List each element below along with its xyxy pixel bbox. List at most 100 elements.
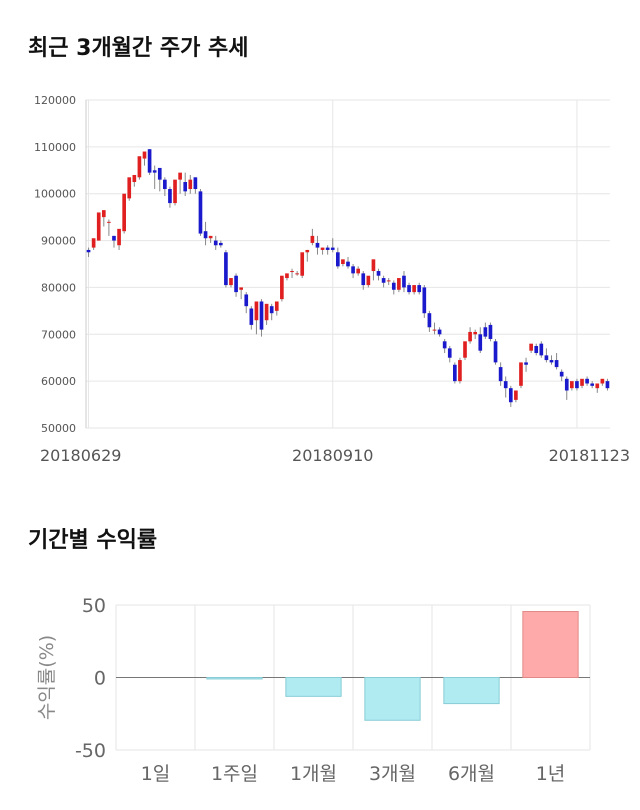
y-tick-label: 100000 — [34, 188, 76, 201]
candle-up — [341, 259, 345, 264]
x-tick-label: 1년 — [536, 763, 566, 785]
candle-up — [366, 275, 371, 286]
candle-down — [249, 308, 254, 325]
candle-down — [539, 343, 544, 356]
x-tick-label: 6개월 — [448, 763, 495, 785]
candle-down — [183, 182, 188, 192]
return-bar — [285, 677, 342, 697]
candle-down — [203, 231, 208, 239]
y-tick-label: 120000 — [34, 94, 76, 107]
candle-up — [432, 329, 437, 331]
candle-up — [132, 174, 137, 182]
candle-down — [402, 275, 406, 288]
candle-down — [437, 329, 442, 335]
candle-up — [356, 268, 361, 274]
y-tick-label: 50 — [82, 595, 106, 617]
candle-up — [295, 273, 299, 275]
candle-up — [600, 378, 605, 384]
candle-down — [544, 355, 549, 361]
candle-down — [503, 381, 508, 389]
candle-down — [585, 378, 589, 384]
candle-up — [300, 252, 305, 276]
candle-up — [107, 221, 111, 223]
candle-down — [213, 240, 218, 246]
candle-up — [142, 151, 147, 159]
candle-down — [147, 149, 152, 173]
candle-up — [310, 235, 315, 243]
candle-down — [590, 383, 595, 386]
candle-down — [427, 313, 432, 328]
candle-down — [86, 249, 91, 253]
candle-down — [346, 261, 350, 267]
candle-up — [254, 301, 259, 321]
candle-up — [290, 271, 294, 273]
x-tick-label: 20180910 — [292, 446, 373, 465]
candle-up — [127, 177, 132, 199]
candle-down — [524, 362, 528, 365]
candle-up — [463, 341, 467, 358]
candle-up — [137, 156, 142, 178]
candle-up — [473, 331, 478, 335]
candle-up — [274, 301, 279, 311]
y-tick-label: 70000 — [41, 328, 76, 341]
candle-up — [320, 247, 325, 250]
y-tick-label: -50 — [75, 740, 106, 762]
return-bar — [206, 677, 263, 680]
return-bar — [443, 677, 500, 705]
return-bar-chart: 50 0 -50 수익률(%) 1일 1주일 1개월 3개월 6개월 1년 — [36, 595, 591, 785]
candle-down — [483, 327, 488, 337]
candle-down — [244, 294, 249, 307]
candle-down — [534, 346, 539, 354]
candle-down — [152, 170, 157, 173]
candle-down — [442, 341, 447, 349]
x-tick-label: 1일 — [141, 763, 171, 785]
candle-down — [315, 242, 320, 248]
candlestick-chart: 120000 110000 100000 90000 80000 70000 60000 50… — [34, 94, 630, 465]
candle-up — [96, 212, 101, 241]
x-tick-label: 20180629 — [40, 446, 121, 465]
y-tick-label: 80000 — [41, 281, 76, 294]
candle-down — [351, 266, 355, 274]
candle-down — [234, 275, 238, 293]
candle-up — [188, 179, 193, 190]
candle-up — [173, 179, 177, 204]
candle-up — [178, 172, 182, 180]
candle-down — [112, 235, 116, 241]
candle-up — [519, 362, 523, 386]
candle-down — [575, 381, 579, 389]
candle-down — [498, 367, 503, 382]
candle-up — [239, 287, 243, 290]
candle-down — [549, 360, 554, 363]
candle-down — [269, 306, 274, 314]
candle-down — [488, 324, 493, 339]
candle-up — [285, 273, 289, 279]
candle-up — [280, 275, 284, 300]
x-tick-label: 20181123 — [549, 446, 630, 465]
return-bar — [522, 611, 579, 678]
candle-down — [453, 364, 457, 382]
candle-up — [397, 278, 401, 290]
candle-down — [193, 177, 198, 190]
return-bar — [364, 677, 421, 721]
candle-up — [229, 278, 233, 286]
candle-down — [157, 167, 162, 180]
candle-down — [198, 191, 203, 234]
candle-down — [218, 242, 223, 246]
x-tick-label: 3개월 — [369, 763, 416, 785]
period-return-title: 기간별 수익률 — [28, 528, 158, 553]
candle-down — [493, 341, 498, 363]
candle-down — [478, 334, 483, 351]
candle-up — [514, 390, 518, 400]
candle-down — [417, 285, 422, 293]
candle-up — [122, 193, 126, 232]
candle-up — [412, 285, 416, 293]
candle-down — [407, 285, 411, 293]
candle-up — [595, 383, 600, 389]
candle-up — [580, 378, 584, 386]
candle-down — [605, 381, 610, 389]
x-tick-label: 1주일 — [211, 763, 258, 785]
candle-down — [325, 247, 330, 250]
candle-down — [554, 360, 559, 368]
candle-down — [559, 371, 564, 377]
x-tick-label: 1개월 — [290, 763, 337, 785]
